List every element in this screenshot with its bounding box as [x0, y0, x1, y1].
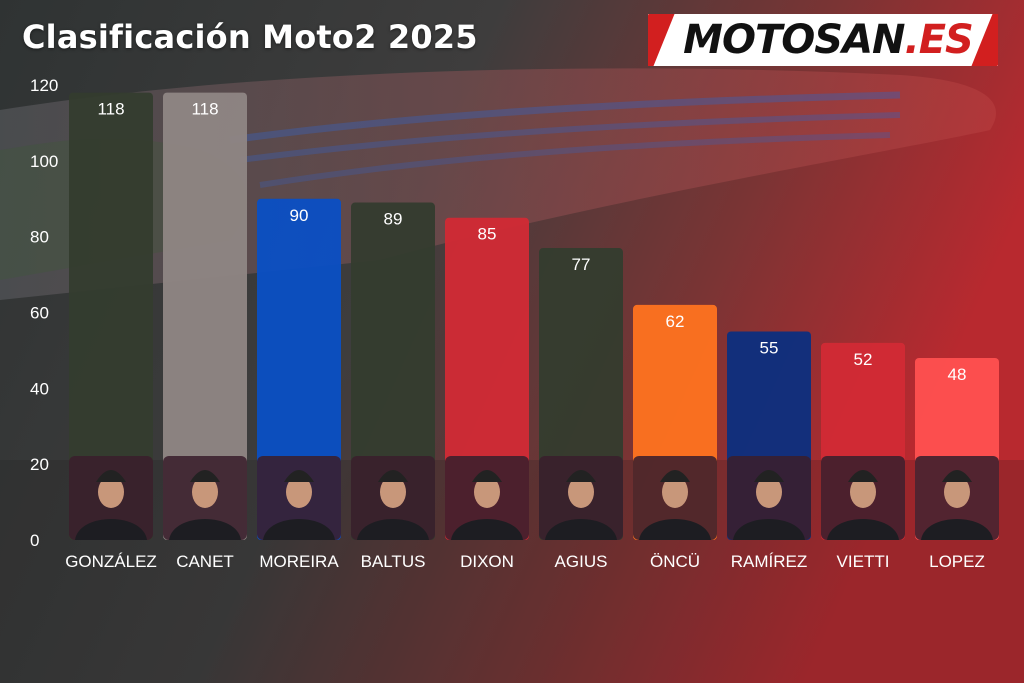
y-tick-label: 80	[30, 228, 49, 247]
rider-cap-icon	[96, 470, 126, 482]
rider-body-icon	[639, 519, 711, 540]
rider-face-icon	[662, 476, 688, 508]
y-tick-label: 120	[30, 76, 58, 95]
x-category-label: ÖNCÜ	[650, 552, 700, 571]
logo-text-main: MOTOSAN	[683, 17, 905, 63]
rider-body-icon	[921, 519, 993, 540]
x-category-label: MOREIRA	[259, 552, 339, 571]
logo-text: MOTOSAN.ES	[678, 18, 978, 62]
bar	[163, 92, 247, 540]
x-category-label: DIXON	[460, 552, 514, 571]
y-tick-label: 60	[30, 304, 49, 323]
rider-face-icon	[756, 476, 782, 508]
rider-face-icon	[568, 476, 594, 508]
rider-face-icon	[380, 476, 406, 508]
rider-face-icon	[192, 476, 218, 508]
rider-cap-icon	[284, 470, 314, 482]
logo-stripe-left	[648, 14, 675, 66]
x-category-label: RAMÍREZ	[731, 552, 808, 571]
x-category-label: BALTUS	[361, 552, 426, 571]
bar-value-label: 62	[666, 312, 685, 331]
y-tick-label: 0	[30, 531, 39, 550]
bar	[69, 92, 153, 540]
rider-face-icon	[474, 476, 500, 508]
logo-text-suffix: .ES	[904, 17, 974, 63]
bar-value-label: 118	[191, 100, 218, 119]
x-category-label: GONZÁLEZ	[65, 552, 157, 571]
rider-face-icon	[944, 476, 970, 508]
y-tick-label: 20	[30, 455, 49, 474]
rider-body-icon	[451, 519, 523, 540]
rider-cap-icon	[754, 470, 784, 482]
bar-value-label: 52	[854, 350, 873, 369]
rider-cap-icon	[660, 470, 690, 482]
x-category-label: CANET	[176, 552, 234, 571]
rider-cap-icon	[378, 470, 408, 482]
rider-face-icon	[98, 476, 124, 508]
rider-face-icon	[850, 476, 876, 508]
bar-value-label: 89	[384, 210, 403, 229]
bar-value-label: 55	[760, 338, 779, 357]
rider-body-icon	[733, 519, 805, 540]
x-category-label: LOPEZ	[929, 552, 985, 571]
rider-cap-icon	[190, 470, 220, 482]
rider-cap-icon	[566, 470, 596, 482]
rider-cap-icon	[848, 470, 878, 482]
bar-value-label: 48	[948, 365, 967, 384]
rider-body-icon	[169, 519, 241, 540]
rider-body-icon	[75, 519, 147, 540]
rider-cap-icon	[472, 470, 502, 482]
bar-value-label: 85	[478, 225, 497, 244]
bar-value-label: 77	[572, 255, 591, 274]
rider-body-icon	[545, 519, 617, 540]
rider-face-icon	[286, 476, 312, 508]
y-tick-label: 40	[30, 379, 49, 398]
x-category-label: AGIUS	[555, 552, 608, 571]
y-tick-label: 100	[30, 152, 58, 171]
bar	[257, 198, 341, 540]
bar-value-label: 118	[97, 100, 124, 119]
rider-body-icon	[263, 519, 335, 540]
x-category-label: VIETTI	[837, 552, 890, 571]
chart-title: Clasificación Moto2 2025	[22, 18, 478, 56]
rider-cap-icon	[942, 470, 972, 482]
rider-body-icon	[357, 519, 429, 540]
motosan-logo[interactable]: MOTOSAN.ES	[648, 14, 998, 66]
bar-value-label: 90	[290, 206, 309, 225]
rider-body-icon	[827, 519, 899, 540]
bar	[351, 202, 435, 540]
